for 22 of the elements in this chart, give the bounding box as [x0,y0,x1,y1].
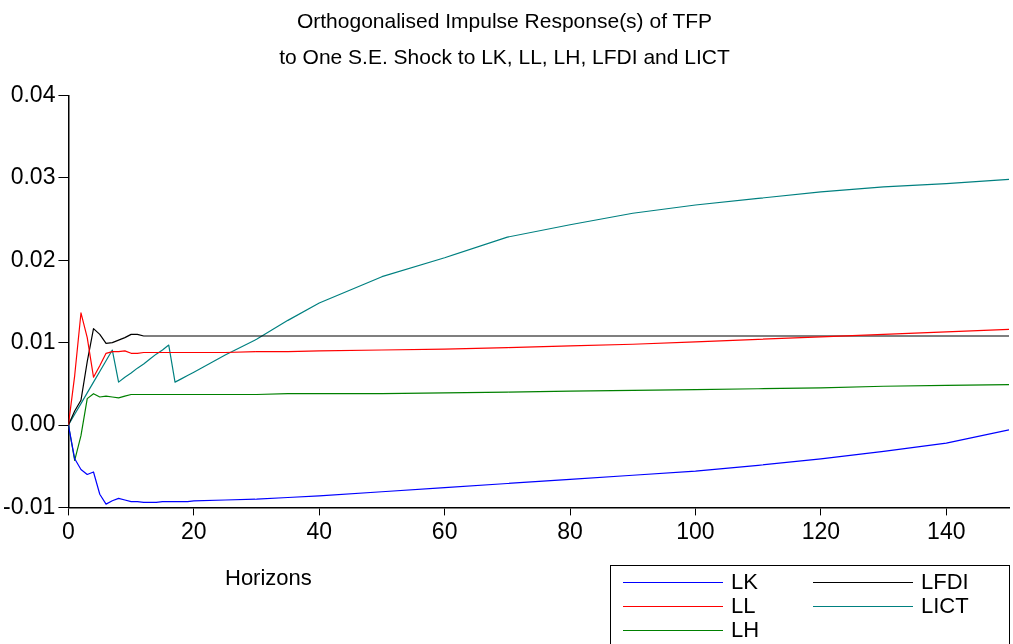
x-tick-label: 20 [181,517,207,544]
x-tick-label: 100 [676,517,715,544]
chart-subtitle: to One S.E. Shock to LK, LL, LH, LFDI and LICT [279,44,730,68]
legend-label: LL [731,593,756,618]
x-tick-label: 60 [431,517,458,544]
legend-label: LICT [921,593,969,618]
legend-label: LFDI [921,569,969,594]
y-tick-label: 0.04 [10,80,56,107]
y-tick-label: 0.00 [10,410,56,437]
chart-title: Orthogonalised Impulse Response(s) of TFP [296,9,713,33]
x-tick-label: 80 [557,517,583,544]
y-tick-label: 0.02 [10,245,56,272]
x-axis-title: Horizons [225,565,312,591]
x-tick-label: 120 [801,517,841,544]
legend-label: LH [731,617,760,642]
y-tick-label: 0.01 [10,327,56,354]
legend-label: LK [731,569,758,594]
y-tick-label: 0.03 [10,163,56,190]
y-tick-label: -0.01 [2,492,56,519]
x-tick-label: 40 [306,517,333,544]
x-tick-label: 140 [927,517,966,544]
x-tick-label: 0 [62,517,75,544]
